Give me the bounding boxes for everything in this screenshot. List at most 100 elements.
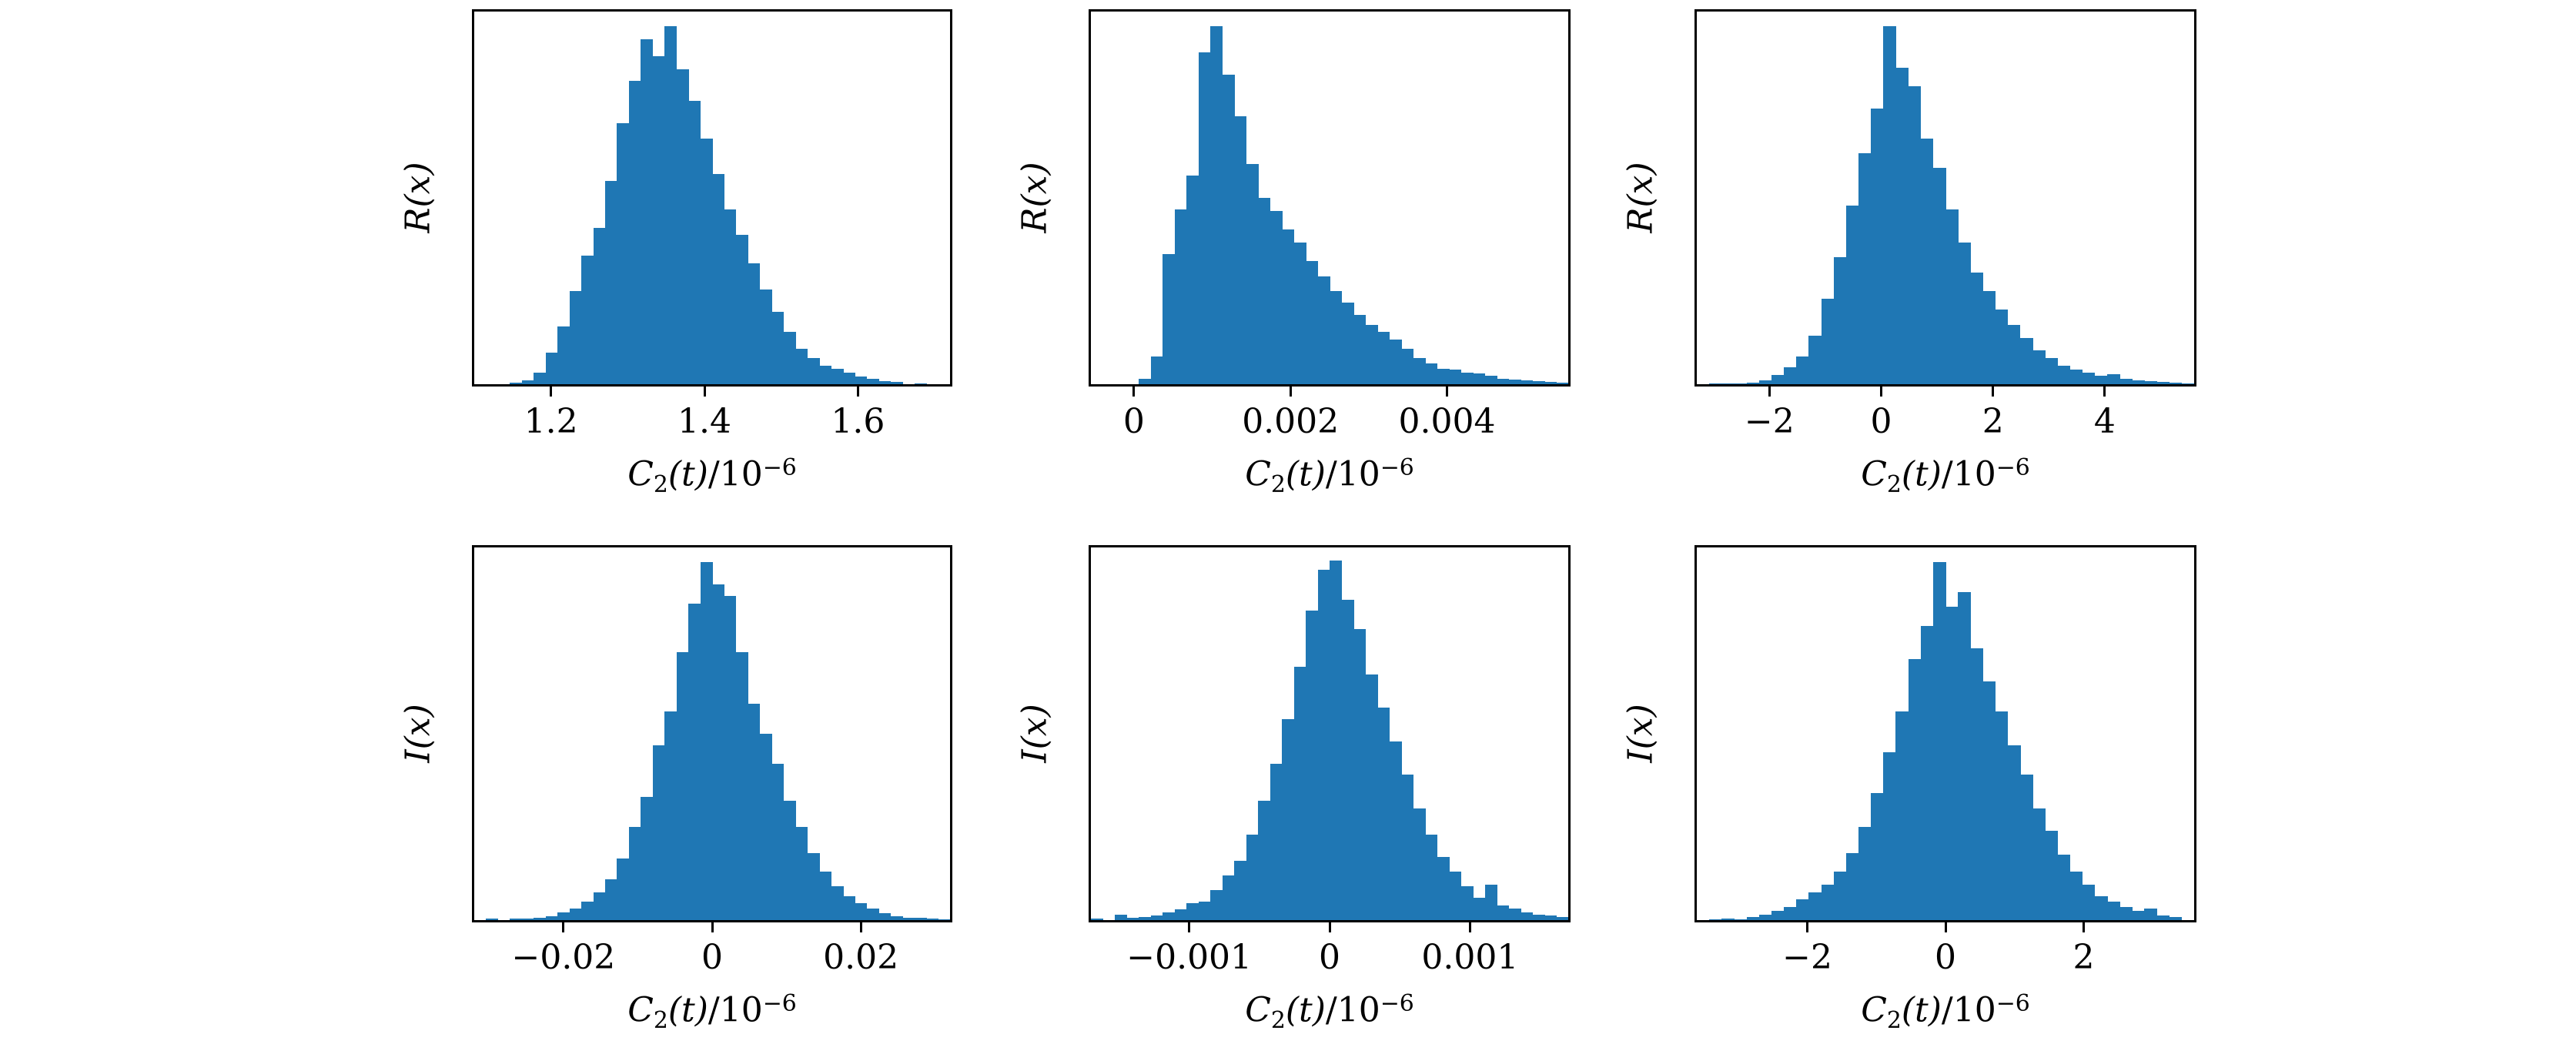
x-tick-label: 0.002 [1242, 402, 1340, 441]
x-tick-label: 2 [1982, 402, 2004, 441]
histogram-bar [712, 584, 725, 920]
histogram-bar [842, 895, 855, 920]
histogram-bar [1883, 752, 1896, 920]
histogram-bar [2082, 885, 2096, 920]
x-tick-mark [1188, 922, 1191, 932]
histogram-bar [1709, 919, 1722, 920]
x-tick-mark [856, 387, 859, 397]
histogram-bar [1317, 276, 1330, 384]
histogram-bar [938, 919, 950, 920]
histogram-bar [1544, 915, 1557, 920]
x-tick-label: −0.001 [1126, 938, 1253, 977]
histogram-bar [593, 227, 606, 384]
histogram-bar [1808, 336, 1822, 384]
histogram-bar [890, 916, 903, 920]
x-axis-label-top-middle: C2(t)/10−6 [1245, 454, 1414, 498]
histogram-bar [831, 368, 844, 384]
histogram-bar [1895, 711, 1909, 920]
histogram-bar [1425, 834, 1438, 920]
histogram-bar [1958, 592, 1971, 920]
histogram-bar [557, 912, 570, 920]
histogram-bar [2106, 901, 2120, 920]
histogram-bar [510, 383, 523, 384]
histogram-bar [807, 852, 820, 920]
histogram-bar [1721, 383, 1735, 384]
histogram-bar [1365, 674, 1378, 920]
histogram-bar [2057, 365, 2071, 384]
histogram-bar [724, 209, 737, 384]
histogram-bar [534, 373, 547, 384]
histogram-bar [724, 595, 737, 920]
histogram-bar [1473, 373, 1486, 384]
histogram-bar [1449, 872, 1462, 920]
histogram-bar [1353, 315, 1367, 384]
histogram-bar [1958, 243, 1971, 384]
histogram-bar [1139, 917, 1152, 920]
histogram-bar [2132, 911, 2145, 920]
histogram-bar [581, 256, 594, 384]
histogram-bars-bottom-right [1697, 547, 2194, 920]
histogram-bar [2032, 808, 2046, 920]
histogram-bar [1758, 915, 1772, 920]
x-axis-label-bottom-middle: C2(t)/10−6 [1245, 990, 1414, 1034]
histogram-bar [486, 919, 499, 920]
histogram-bar [795, 827, 808, 920]
subplot-top-left [472, 9, 952, 387]
histogram-bar [688, 101, 701, 384]
histogram-bar [1784, 906, 1797, 920]
histogram-bar [1210, 26, 1223, 384]
histogram-bar [617, 123, 630, 384]
histogram-bar [557, 326, 570, 384]
histogram-bar [1945, 607, 1959, 920]
histogram-bar [593, 892, 606, 920]
histogram-bar [545, 352, 558, 384]
histogram-bar [1258, 801, 1271, 920]
histogram-bar [1784, 367, 1797, 384]
x-tick-label: 1.2 [524, 402, 578, 441]
axes-frame-bottom-left [472, 545, 952, 922]
histogram-bar [2144, 909, 2158, 920]
x-tick-label: −2 [1782, 938, 1832, 977]
x-tick-label: 0 [701, 938, 723, 977]
histogram-bar [1871, 793, 1884, 920]
x-tick-mark [550, 387, 553, 397]
subplot-top-right [1694, 9, 2196, 387]
histogram-bar [914, 918, 927, 920]
histogram-bar [628, 827, 641, 920]
histogram-bar [866, 909, 879, 920]
histogram-bar [1920, 138, 1934, 384]
y-axis-label-top-right: R(x) [1621, 162, 1661, 233]
histogram-bar [1734, 919, 1748, 920]
x-tick-label: 0 [1935, 938, 1956, 977]
subplot-bottom-right [1694, 545, 2196, 922]
histogram-bar [569, 909, 582, 920]
histogram-bar [1282, 718, 1295, 920]
x-tick-label: −2 [1744, 402, 1795, 441]
histogram-bar [1401, 349, 1414, 384]
histogram-bars-top-left [474, 12, 950, 384]
histogram-bar [2132, 380, 2145, 384]
y-axis-label-top-middle: R(x) [1015, 162, 1055, 233]
histogram-bar [842, 373, 855, 384]
histogram-bar [2057, 855, 2071, 920]
histogram-bar [1437, 368, 1450, 384]
histogram-bar [712, 173, 725, 384]
histogram-bar [1460, 886, 1474, 920]
histogram-bar [1377, 708, 1390, 920]
histogram-bar [1508, 909, 1521, 920]
x-tick-mark [1806, 922, 1809, 932]
histogram-bar [1198, 901, 1211, 920]
histogram-bar [1995, 711, 2009, 920]
histogram-bar [1497, 379, 1510, 384]
histogram-bar [2007, 745, 2021, 920]
histogram-bar [641, 797, 654, 920]
histogram-bar [807, 358, 820, 384]
histogram-bar [1139, 378, 1152, 384]
histogram-bar [1353, 629, 1367, 920]
histogram-bar [795, 349, 808, 384]
histogram-bars-bottom-middle [1091, 547, 1568, 920]
histogram-bar [1970, 272, 1984, 384]
histogram-bar [1746, 382, 1760, 384]
histogram-bar [1258, 198, 1271, 384]
